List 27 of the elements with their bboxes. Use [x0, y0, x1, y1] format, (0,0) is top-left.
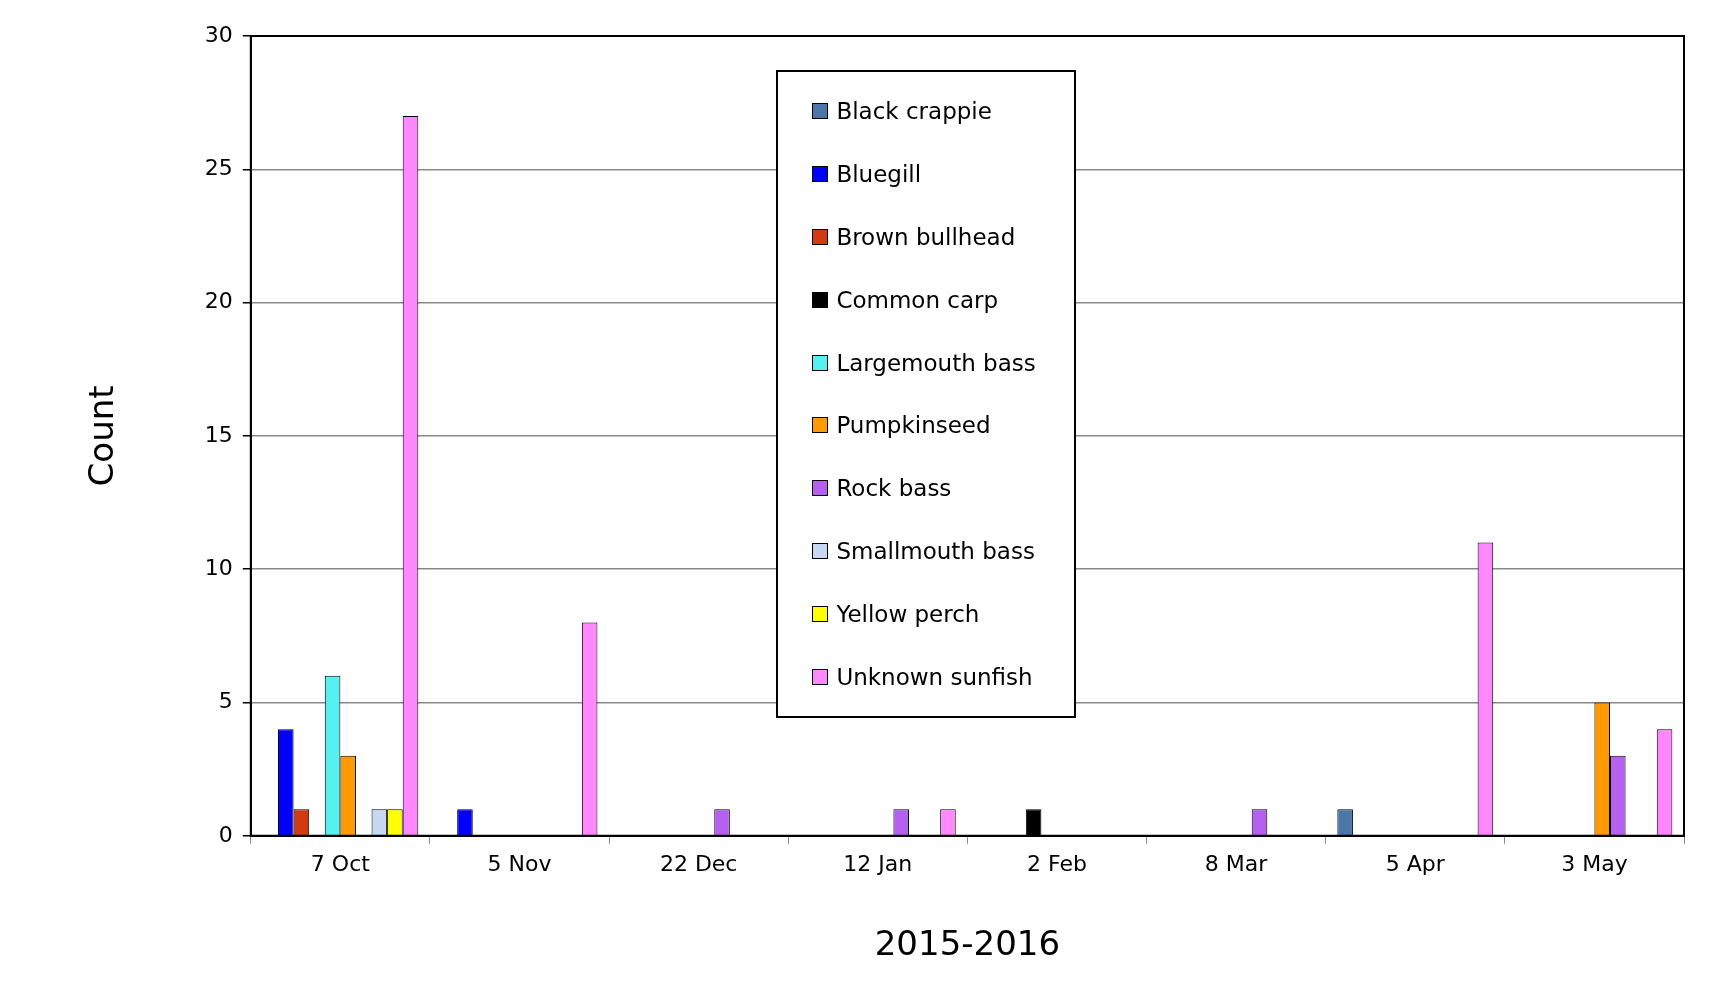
- legend-label: Rock bass: [836, 475, 952, 502]
- y-tick-label: 5: [218, 688, 233, 714]
- y-tick-label: 20: [204, 288, 233, 314]
- legend-label: Largemouth bass: [836, 349, 1036, 376]
- x-axis-title: 2015-2016: [874, 923, 1061, 964]
- legend-label: Bluegill: [836, 161, 922, 188]
- legend-label: Smallmouth bass: [836, 537, 1035, 564]
- y-tick-label: 10: [204, 554, 233, 580]
- legend-label: Black crappie: [836, 98, 992, 125]
- y-axis-title: Count: [81, 385, 122, 487]
- y-tick-label: 0: [218, 821, 233, 847]
- x-tick-label: 12 Jan: [843, 850, 913, 876]
- legend-label: Pumpkinseed: [836, 412, 991, 439]
- x-tick-label: 22 Dec: [659, 850, 738, 876]
- x-tick-label: 8 Mar: [1204, 850, 1269, 876]
- x-tick-label: 5 Nov: [487, 850, 552, 876]
- y-tick-label: 30: [204, 21, 233, 47]
- y-tick-label: 15: [204, 421, 233, 447]
- x-tick-label: 5 Apr: [1385, 850, 1446, 876]
- legend-label: Brown bullhead: [836, 223, 1016, 250]
- legend-label: Common carp: [836, 286, 999, 313]
- legend-label: Unknown sunfish: [836, 663, 1033, 690]
- x-tick-label: 3 May: [1561, 850, 1628, 876]
- legend-label: Yellow perch: [836, 600, 980, 627]
- x-tick-label: 7 Oct: [310, 850, 371, 876]
- y-tick-label: 25: [204, 155, 233, 181]
- x-tick-label: 2 Feb: [1027, 850, 1087, 876]
